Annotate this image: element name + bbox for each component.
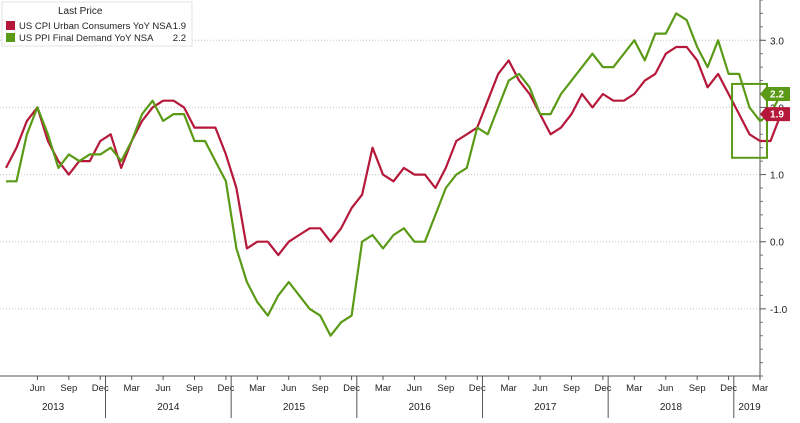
last-value-marker [760, 107, 790, 122]
x-tick-label: Mar [375, 383, 391, 394]
x-tick-label: Dec [469, 383, 486, 394]
legend-title: Last Price [58, 6, 103, 17]
last-value-label: 2.2 [770, 90, 784, 101]
marker-layer: 1.9 2.2 [731, 82, 790, 159]
x-tick-label: Sep [563, 383, 580, 394]
x-year-label: 2019 [738, 402, 761, 413]
series-layer [5, 12, 782, 337]
x-tick-label: Jun [532, 383, 547, 394]
legend: Last Price US CPI Urban Consumers YoY NS… [1, 1, 193, 47]
y-tick-label: 1.0 [770, 171, 784, 182]
x-tick-label: Jun [30, 383, 45, 394]
x-tick-label: Dec [92, 383, 109, 394]
x-tick-label: Mar [500, 383, 516, 394]
x-tick-label: Jun [281, 383, 296, 394]
x-tick-label: Dec [720, 383, 737, 394]
legend-value-ppi: 2.2 [173, 33, 186, 44]
x-year-label: 2016 [409, 402, 432, 413]
x-year-label: 2015 [283, 402, 306, 413]
x-tick-label: Mar [123, 383, 139, 394]
x-year-label: 2018 [660, 402, 683, 413]
x-tick-label: Sep [186, 383, 203, 394]
legend-swatch-ppi [6, 33, 15, 42]
x-year-label: 2017 [534, 402, 557, 413]
x-year-label: 2013 [42, 402, 65, 413]
last-value-marker [760, 87, 790, 101]
x-tick-label: Sep [437, 383, 454, 394]
x-tick-label: Dec [594, 383, 611, 394]
x-tick-label: Mar [752, 383, 768, 394]
x-tick-label: Jun [155, 383, 170, 394]
y-tick-label: -1.0 [770, 305, 788, 316]
x-tick-label: Mar [249, 383, 265, 394]
legend-swatch-cpi [6, 21, 15, 30]
y-tick-label: 0.0 [770, 238, 784, 249]
series-line-cpi [5, 45, 782, 257]
y-tick-label: 3.0 [770, 36, 784, 47]
x-tick-label: Sep [60, 383, 77, 394]
last-value-label: 1.9 [770, 110, 784, 121]
x-tick-label: Dec [217, 383, 234, 394]
x-tick-label: Jun [407, 383, 422, 394]
legend-label-ppi: US PPI Final Demand YoY NSA [19, 33, 154, 44]
x-tick-label: Sep [689, 383, 706, 394]
x-tick-label: Jun [658, 383, 673, 394]
x-tick-label: Dec [343, 383, 360, 394]
legend-value-cpi: 1.9 [173, 21, 186, 32]
legend-label-cpi: US CPI Urban Consumers YoY NSA [19, 21, 173, 32]
x-tick-label: Sep [312, 383, 329, 394]
x-year-label: 2014 [157, 402, 180, 413]
x-tick-label: Mar [626, 383, 642, 394]
series-line-ppi [6, 12, 782, 337]
axis-layer: 3.02.01.00.0-1.0JunSepDecMarJunSepDecMar… [0, 0, 788, 418]
